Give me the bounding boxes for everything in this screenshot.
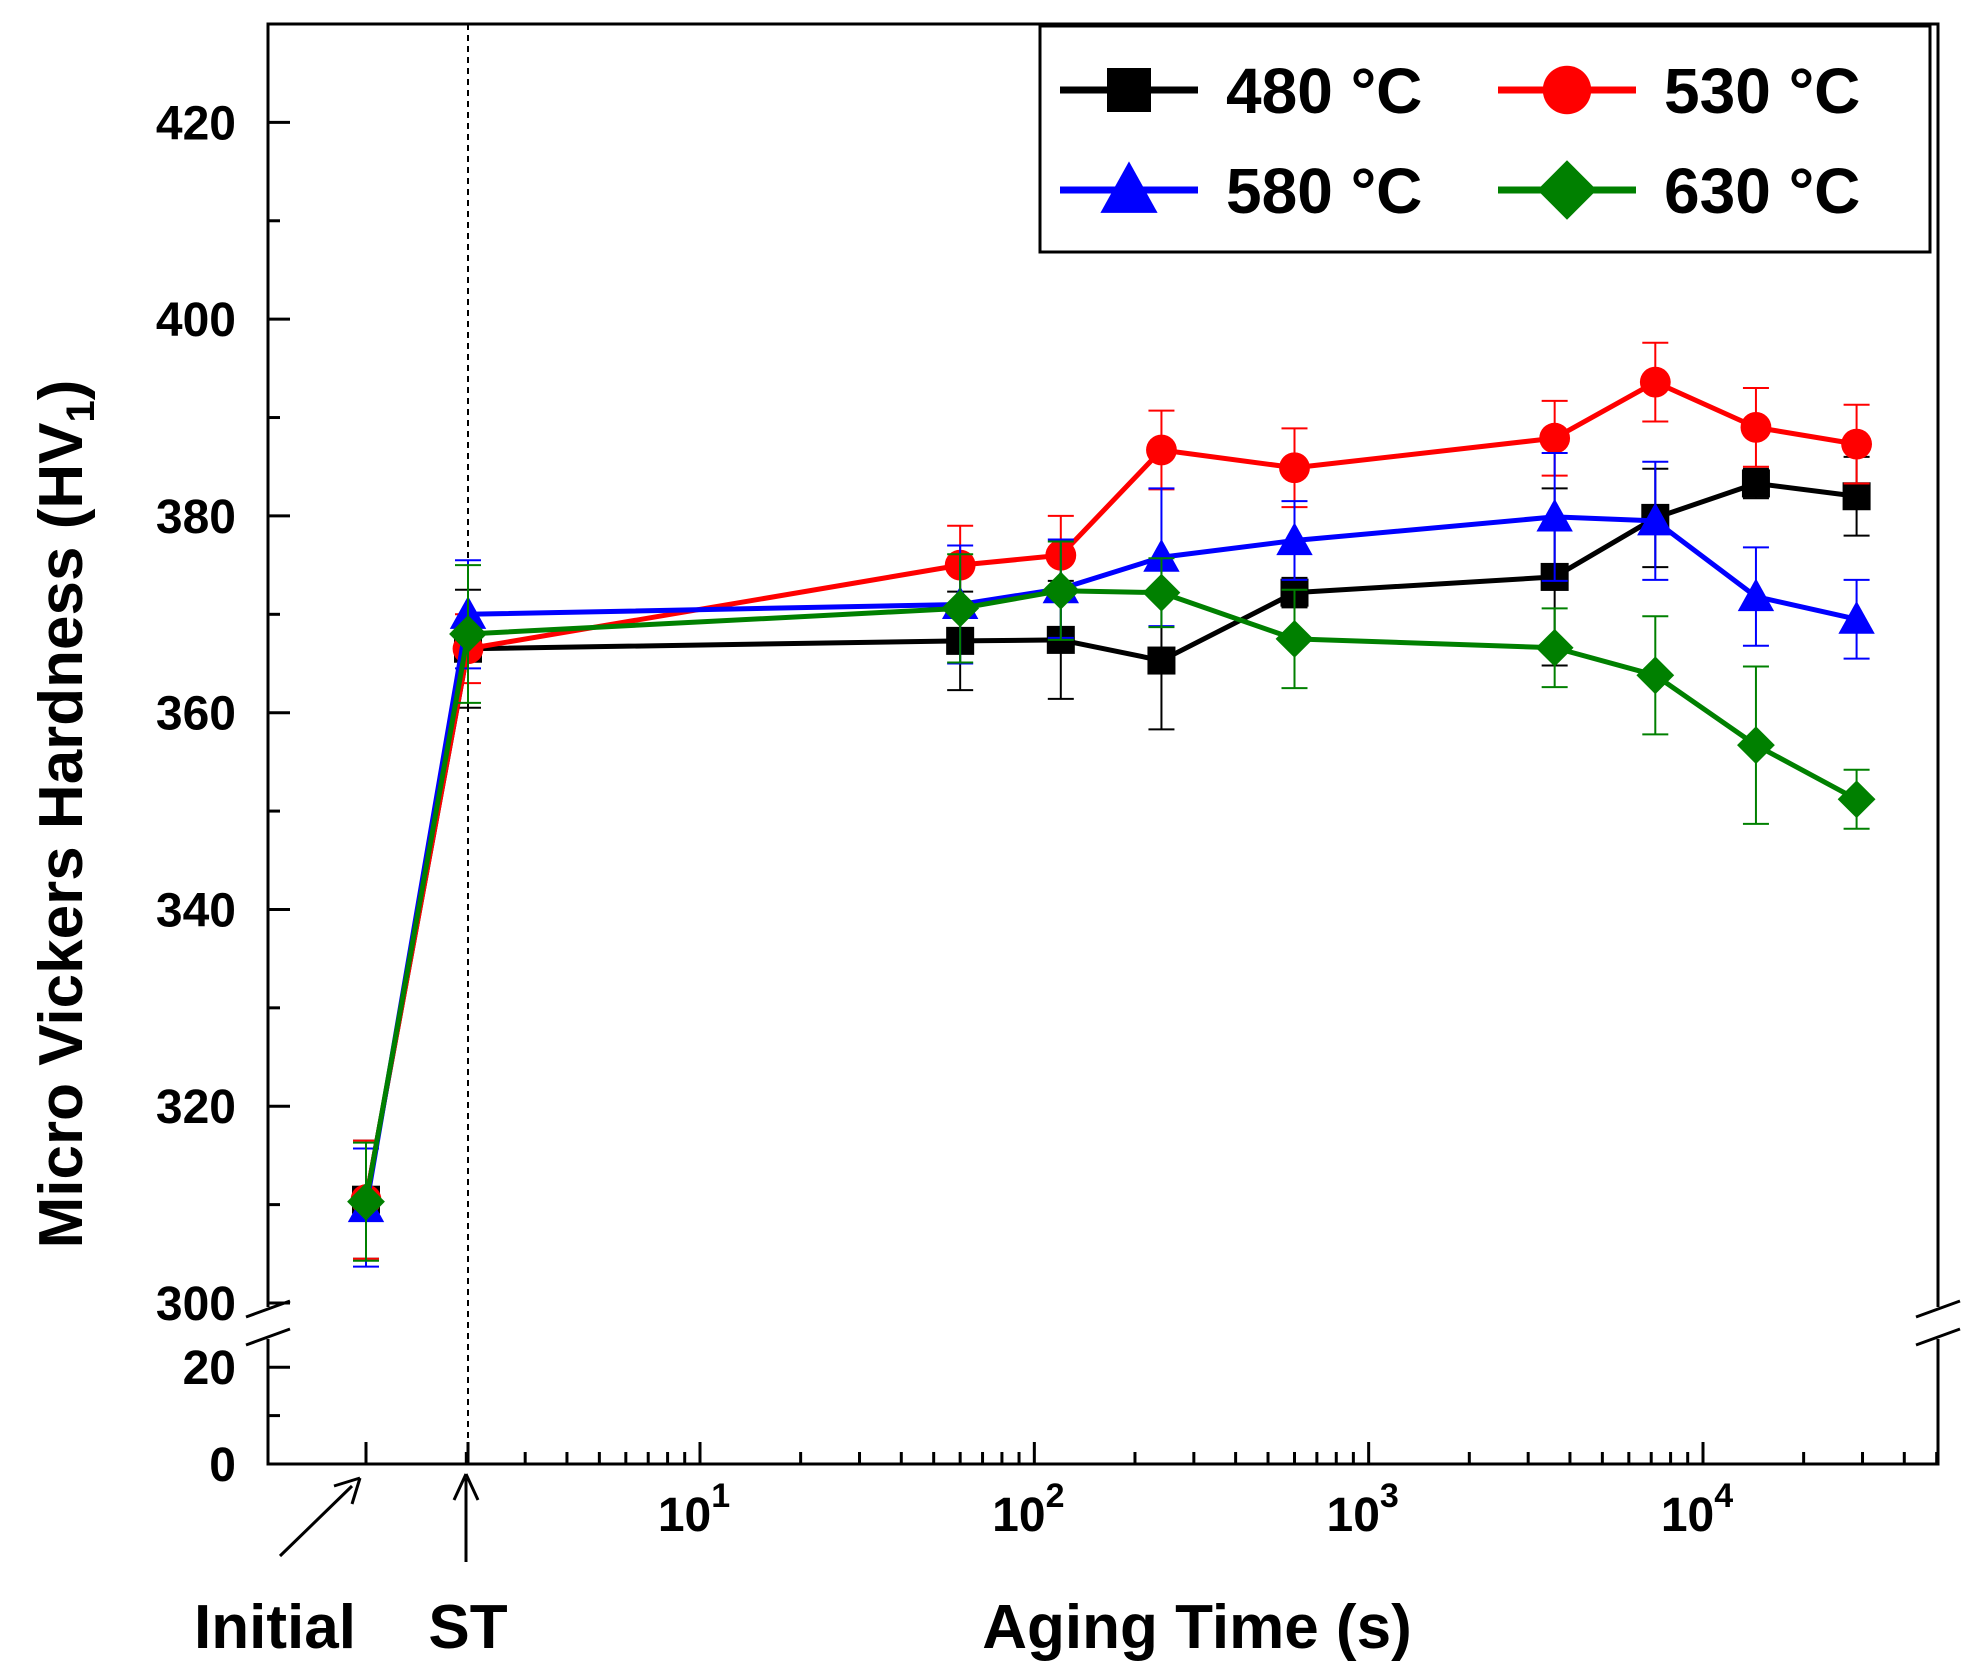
data-point [1041,571,1080,610]
st-arrow-head [452,1473,480,1501]
x-tick-label: 101 [658,1477,730,1542]
data-point [1837,780,1876,819]
legend-entry: 580 °C [1060,155,1422,227]
x-tick-base: 10 [1661,1489,1714,1542]
data-point [1639,366,1671,398]
data-point [1275,620,1314,658]
data-point [1535,628,1574,667]
initial-arrow-shaft [278,1484,354,1558]
legend-box [1038,24,1932,254]
legend: 480 °C 530 °C 580 °C 630 °C [1038,24,1932,254]
y-tick-label: 20 [183,1342,236,1395]
y-tick-label: 380 [156,491,236,544]
data-point [1146,434,1177,466]
legend-label: 630 °C [1664,155,1860,227]
x-tick-exponent: 3 [1380,1477,1399,1515]
data-point [1143,539,1180,572]
x-tick-label: 103 [1327,1477,1399,1542]
data-point [1637,502,1674,536]
initial-arrow-head [333,1476,362,1505]
data-point [1838,601,1875,634]
data-point [1536,498,1573,532]
legend-entry: 480 °C [1060,55,1422,127]
y-axis-title-main: Micro Vickers Hardness (HV [27,423,96,1249]
y-axis-title-close: ) [27,380,96,401]
axis-break-right-slash [1915,1299,1961,1319]
data-point [1740,411,1772,443]
series-line [363,588,1858,1203]
x-tick-exponent: 4 [1714,1477,1733,1515]
data-point [941,589,980,628]
axis-break-left-slash [245,1327,291,1347]
x-tick-base: 10 [658,1489,711,1542]
x-tick-base: 10 [1327,1489,1380,1542]
x-tick-label: 102 [992,1477,1064,1542]
legend-swatch-marker [1100,161,1158,213]
axis-break-left-gap [262,1307,274,1339]
data-point [347,1182,385,1221]
data-point [1142,573,1181,612]
legend-swatch-marker [1542,65,1592,115]
y-tick-label: 340 [156,884,236,937]
data-point [1636,656,1675,695]
data-point [1737,726,1775,765]
y-tick-label: 320 [156,1081,236,1134]
initial-label: Initial [194,1593,356,1662]
x-tick-exponent: 2 [1046,1477,1065,1515]
legend-label: 580 °C [1226,155,1422,227]
data-point [1841,428,1872,460]
data-point [1147,646,1176,675]
data-point [1842,482,1871,511]
plot-area [266,22,1940,1466]
data-point [1539,422,1571,454]
legend-label: 530 °C [1664,55,1860,127]
axis-break-right-slash [1915,1327,1961,1347]
data-point [1276,522,1313,556]
x-tick-label: 104 [1661,1477,1733,1542]
series-3 [347,540,1876,1262]
series-1 [350,341,1872,1260]
y-tick-label: 300 [156,1278,236,1331]
series-0 [352,455,1871,1260]
series-line [363,514,1858,1208]
data-point [1279,452,1310,484]
x-tick-base: 10 [992,1489,1045,1542]
series-2 [347,451,1875,1268]
plot-frame [266,22,1940,1466]
legend-swatch-marker [1107,68,1151,112]
data-point [1737,578,1775,612]
y-axis-title-sub: 1 [59,400,103,422]
axis-labels: Aging Time (s) Micro Vickers Hardness (H… [27,380,1412,1662]
y-tick-label: 400 [156,294,236,347]
y-tick-label: 420 [156,97,236,150]
series-line [363,480,1857,1201]
y-tick-label: 0 [209,1439,236,1492]
y-axis-title: Micro Vickers Hardness (HV1) [27,380,103,1249]
st-label: ST [428,1593,507,1662]
legend-label: 480 °C [1226,55,1422,127]
legend-entry: 530 °C [1498,55,1860,127]
axis-break-right-gap [1932,1307,1944,1339]
legend-entry: 630 °C [1498,155,1860,227]
legend-swatch-marker [1537,160,1597,220]
series-line [363,379,1858,1201]
x-tick-exponent: 1 [711,1477,730,1515]
y-tick-label: 360 [156,688,236,741]
x-axis-title: Aging Time (s) [982,1593,1411,1662]
axis-break-left-slash [245,1299,291,1319]
data-point [449,615,487,653]
data-point [1741,469,1770,498]
data-series [347,341,1876,1268]
